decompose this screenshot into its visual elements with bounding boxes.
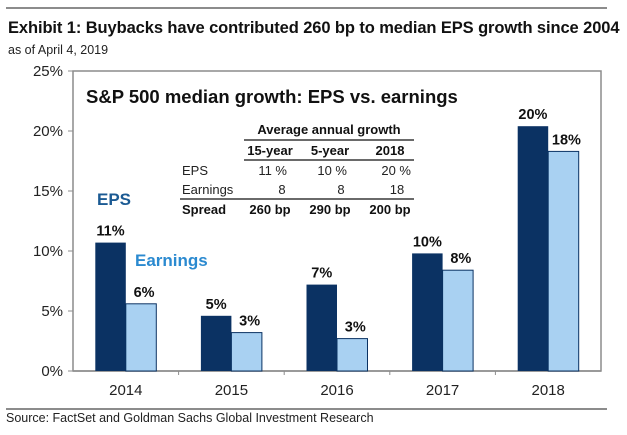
- x-tick-label: 2015: [215, 382, 248, 399]
- bar-earnings: [547, 150, 580, 372]
- bar-eps: [517, 126, 549, 371]
- inset-row-label: Spread: [182, 202, 226, 217]
- bar-eps: [95, 242, 126, 371]
- bar-earnings: [230, 332, 263, 372]
- x-tick-label: 2018: [532, 382, 565, 399]
- y-tick-label: 5%: [41, 303, 63, 320]
- bar-eps: [306, 284, 337, 371]
- inset-cell: 18: [390, 182, 404, 197]
- bar-earnings: [442, 269, 474, 372]
- data-label-eps: 20%: [518, 107, 547, 123]
- bar-earnings: [336, 338, 368, 372]
- x-tick-label: 2017: [426, 382, 459, 399]
- inset-cell: 20 %: [381, 163, 411, 178]
- y-tick-label: 25%: [33, 63, 63, 80]
- y-tick-label: 15%: [33, 183, 63, 200]
- inset-cell: 10 %: [317, 163, 347, 178]
- data-label-earnings: 3%: [239, 314, 260, 330]
- inset-cell: 260 bp: [249, 202, 290, 217]
- data-label-eps: 11%: [96, 224, 124, 240]
- data-labels: 11% 6% 5% 3% 7% 3% 10% 8% 20% 18%: [96, 107, 581, 335]
- data-label-eps: 10%: [413, 234, 442, 250]
- data-label-earnings: 6%: [134, 285, 155, 301]
- bar-eps: [412, 253, 443, 371]
- legend-eps: EPS: [97, 190, 131, 209]
- inset-cell: 11 %: [258, 163, 287, 178]
- inset-table-title: Average annual growth: [257, 122, 400, 137]
- bars: [95, 126, 580, 372]
- inset-cell: 200 bp: [369, 202, 410, 217]
- inset-row-label: EPS: [182, 163, 208, 178]
- y-axis: 0% 5% 10% 15% 20% 25%: [33, 63, 73, 380]
- data-label-earnings: 18%: [552, 132, 581, 148]
- source-note: Source: FactSet and Goldman Sachs Global…: [6, 411, 374, 425]
- x-tick-label: 2014: [109, 382, 142, 399]
- inset-col-5-year: 5-year: [311, 143, 349, 158]
- inset-cell: 290 bp: [309, 202, 350, 217]
- top-rule: [6, 7, 607, 9]
- data-label-eps: 5%: [206, 297, 227, 313]
- chart-title: S&P 500 median growth: EPS vs. earnings: [86, 86, 458, 107]
- bar-earnings: [125, 303, 157, 372]
- y-tick-label: 0%: [41, 363, 63, 380]
- inset-col-2018: 2018: [376, 143, 405, 158]
- inset-cell: 8: [278, 182, 285, 197]
- data-label-earnings: 8%: [450, 251, 471, 267]
- inset-row-label: Earnings: [182, 182, 234, 197]
- exhibit-subtitle: as of April 4, 2019: [8, 43, 109, 57]
- y-tick-label: 10%: [33, 243, 63, 260]
- y-tick-label: 20%: [33, 123, 63, 140]
- bar-eps: [200, 315, 232, 371]
- exhibit-title: Exhibit 1: Buybacks have contributed 260…: [8, 19, 620, 37]
- inset-cell: 8: [337, 182, 344, 197]
- inset-col-15-year: 15-year: [247, 143, 293, 158]
- x-axis: 2014 2015 2016 2017 2018: [73, 370, 601, 399]
- data-label-eps: 7%: [311, 266, 332, 282]
- legend-earnings: Earnings: [135, 251, 208, 270]
- bottom-rule: [6, 408, 607, 410]
- x-tick-label: 2016: [320, 382, 353, 399]
- data-label-earnings: 3%: [345, 320, 366, 336]
- inset-table: Average annual growth 15-year 5-year 201…: [180, 122, 414, 217]
